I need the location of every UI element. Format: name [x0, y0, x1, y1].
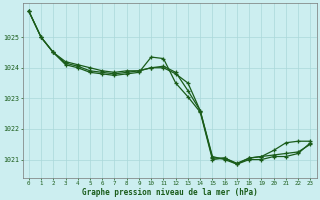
X-axis label: Graphe pression niveau de la mer (hPa): Graphe pression niveau de la mer (hPa)	[82, 188, 258, 197]
